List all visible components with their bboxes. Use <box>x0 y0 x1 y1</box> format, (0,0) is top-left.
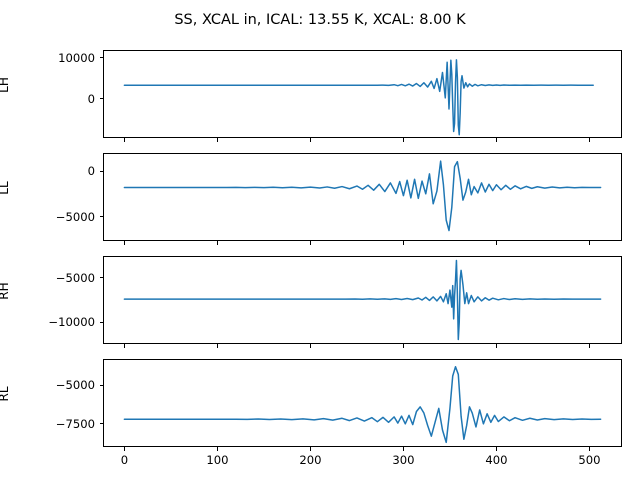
x-tick-label: 200 <box>299 453 322 467</box>
x-tick-mark <box>495 241 497 245</box>
chart-title: SS, XCAL in, ICAL: 13.55 K, XCAL: 8.00 K <box>174 12 466 28</box>
y-axis-label-rl: RL <box>0 386 11 402</box>
subplot-ll <box>103 153 622 241</box>
y-tick-label: 10000 <box>58 50 95 65</box>
y-tick-label: 0 <box>87 91 95 106</box>
subplot-lh <box>103 50 622 138</box>
y-tick-mark <box>99 321 103 323</box>
x-tick-mark <box>309 241 311 245</box>
axes-frame-ll <box>103 153 622 241</box>
y-tick-mark <box>99 277 103 279</box>
x-tick-mark <box>123 241 125 245</box>
x-tick-mark <box>402 241 404 245</box>
x-tick-label: 500 <box>578 453 601 467</box>
y-tick-mark <box>99 423 103 425</box>
waveform-lh <box>103 50 622 138</box>
x-tick-mark <box>123 344 125 348</box>
x-tick-mark <box>123 138 125 142</box>
waveform-rh <box>103 256 622 344</box>
x-tick-label: 300 <box>392 453 415 467</box>
y-tick-label: −5000 <box>55 270 95 285</box>
waveform-ll <box>103 153 622 241</box>
y-tick-mark <box>99 216 103 218</box>
x-tick-mark <box>402 447 404 451</box>
x-tick-mark <box>495 344 497 348</box>
y-tick-mark <box>99 384 103 386</box>
x-tick-mark <box>216 447 218 451</box>
x-tick-label: 0 <box>120 453 129 467</box>
x-tick-mark <box>402 344 404 348</box>
x-tick-mark <box>309 447 311 451</box>
x-tick-mark <box>495 138 497 142</box>
y-tick-mark <box>99 57 103 59</box>
x-tick-mark <box>402 138 404 142</box>
x-tick-mark <box>588 344 590 348</box>
x-tick-mark <box>309 344 311 348</box>
y-tick-mark <box>99 170 103 172</box>
x-tick-mark <box>216 241 218 245</box>
axes-frame-lh <box>103 50 622 138</box>
x-tick-mark <box>216 138 218 142</box>
axes-frame-rl <box>103 359 622 447</box>
x-tick-mark <box>495 447 497 451</box>
y-tick-label: −10000 <box>48 315 95 330</box>
x-tick-mark <box>123 447 125 451</box>
y-tick-label: −5000 <box>55 209 95 224</box>
x-tick-mark <box>216 344 218 348</box>
x-tick-mark <box>588 138 590 142</box>
subplot-rl <box>103 359 622 447</box>
x-tick-mark <box>588 447 590 451</box>
axes-frame-rh <box>103 256 622 344</box>
y-tick-mark <box>99 98 103 100</box>
y-tick-label: −5000 <box>55 378 95 393</box>
x-tick-mark <box>588 241 590 245</box>
x-tick-label: 100 <box>206 453 229 467</box>
y-tick-label: 0 <box>87 164 95 179</box>
subplot-rh <box>103 256 622 344</box>
x-tick-label: 400 <box>485 453 508 467</box>
y-tick-label: −7500 <box>55 416 95 431</box>
waveform-rl <box>103 359 622 447</box>
x-tick-mark <box>309 138 311 142</box>
